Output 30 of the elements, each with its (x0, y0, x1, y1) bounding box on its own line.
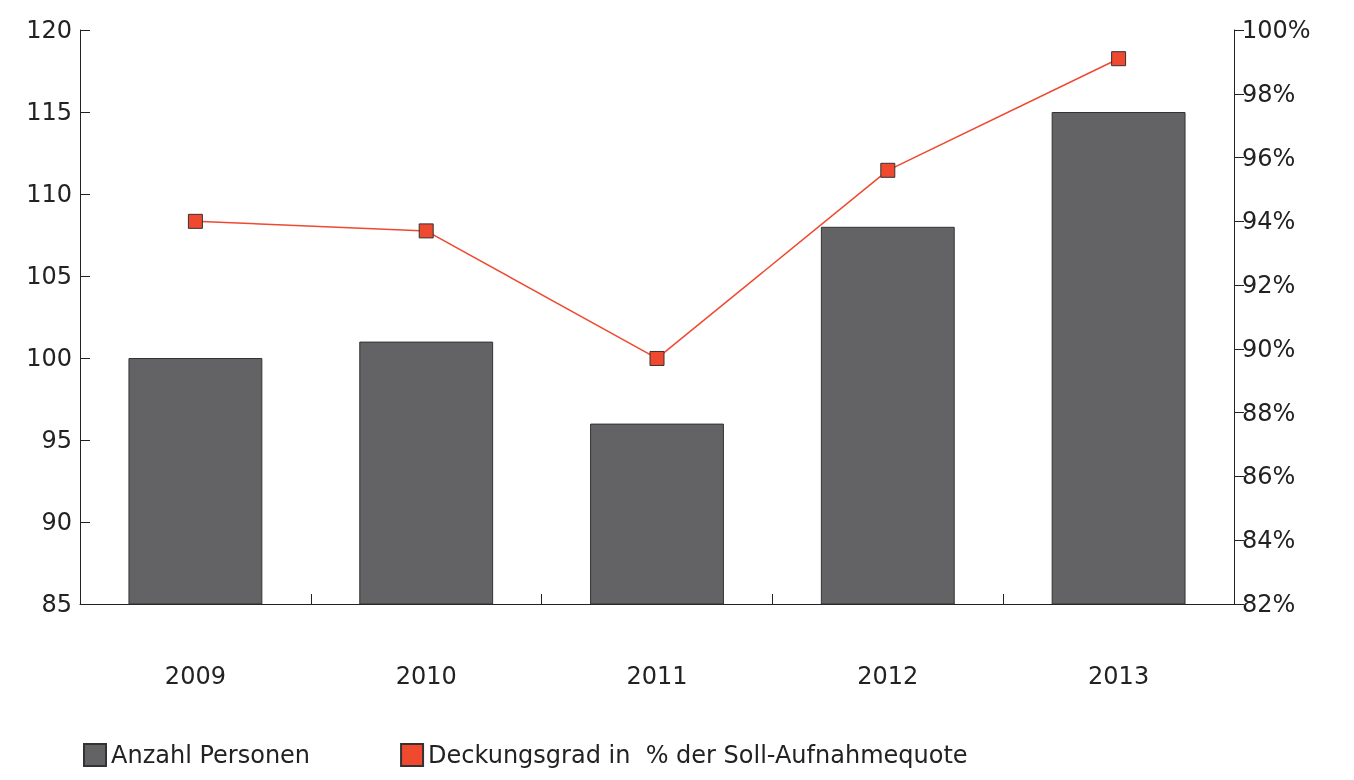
y-tick-label: 105 (26, 262, 72, 290)
y-tick-label: 120 (26, 16, 72, 44)
y2-tick-label: 100% (1242, 16, 1311, 44)
y-tick-label: 95 (41, 426, 72, 454)
y2-tick-label: 96% (1242, 143, 1296, 172)
legend-label: Deckungsgrad in % der Soll-Aufnahmequote (428, 741, 968, 769)
point (418, 223, 434, 239)
y-tick-label: 90 (41, 508, 72, 536)
y2-tick-label: 90% (1242, 334, 1296, 363)
y2-tick-label: 88% (1242, 398, 1296, 427)
point (1111, 51, 1127, 67)
x-tick-label: 2009 (164, 662, 226, 690)
point (880, 162, 896, 178)
point (649, 350, 665, 366)
y2-tick-label: 86% (1242, 462, 1296, 491)
y2-tick-label: 98% (1242, 79, 1296, 108)
y2-tick-label: 82% (1242, 590, 1296, 618)
x-tick-label: 2011 (626, 662, 688, 690)
y2-tick-label: 94% (1242, 207, 1296, 236)
y-tick-label: 115 (26, 98, 72, 126)
legend-label: Anzahl Personen (111, 741, 311, 769)
point (187, 213, 203, 229)
x-tick-label: 2013 (1088, 662, 1150, 690)
x-tick-label: 2010 (395, 662, 457, 690)
x-tick-label: 2012 (857, 662, 919, 690)
y-tick-label: 85 (41, 590, 72, 618)
y2-tick-label: 92% (1242, 271, 1296, 300)
y-tick-label: 110 (26, 180, 72, 208)
y2-tick-label: 84% (1242, 526, 1296, 555)
y-tick-label: 100 (26, 344, 72, 372)
